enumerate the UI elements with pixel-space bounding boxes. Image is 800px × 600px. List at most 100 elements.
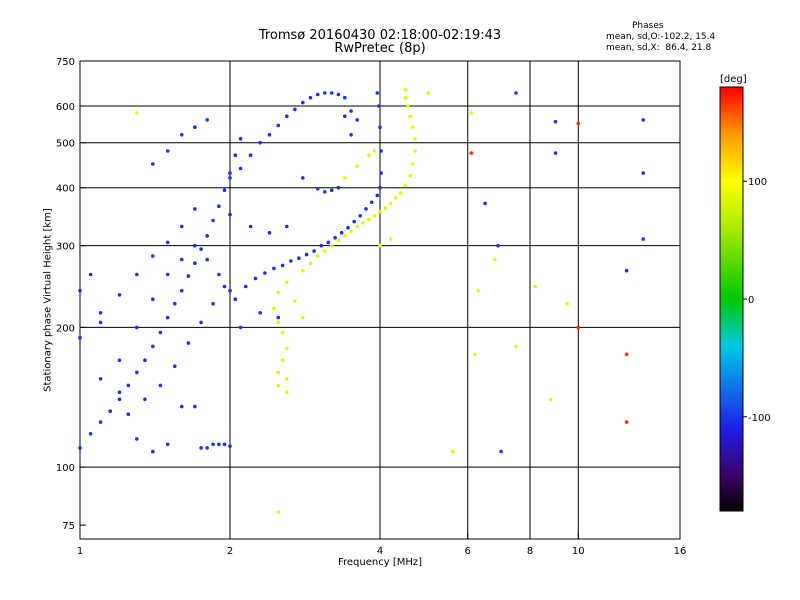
data-point-o (238, 136, 243, 141)
data-point-o (263, 271, 267, 275)
data-point-o (158, 383, 163, 388)
data-point-o (641, 171, 645, 175)
data-point-o (108, 409, 112, 414)
data-point-x (426, 91, 431, 95)
data-point-o (126, 412, 131, 417)
data-point-o (135, 437, 139, 441)
data-point-o (315, 92, 320, 97)
data-point-o (98, 320, 103, 325)
data-point-o (205, 257, 209, 262)
data-point-x (355, 164, 360, 168)
data-point-o (222, 442, 227, 447)
data-point-o (308, 95, 313, 100)
data-point-x (343, 176, 347, 180)
x-axis-label: Frequency [MHz] (337, 557, 423, 568)
data-point-x (276, 510, 281, 514)
phases-stats-o: mean, sd,O:-102.2, 15.4 (606, 32, 716, 42)
data-point-o (499, 449, 503, 454)
data-point-o (117, 390, 122, 395)
data-point-o (346, 225, 350, 230)
data-point-o (193, 125, 197, 129)
data-point-o (179, 257, 184, 262)
data-point-x (410, 162, 415, 166)
y-tick-label: 750 (56, 57, 75, 68)
data-point-o (289, 259, 293, 263)
data-point-o (98, 377, 103, 381)
data-point-o (369, 200, 374, 205)
data-point-o (228, 212, 232, 217)
data-point-o (243, 284, 248, 289)
data-point-o (135, 272, 139, 277)
data-point-x (413, 149, 417, 153)
x-tick-label: 10 (572, 546, 585, 557)
data-point-o (179, 288, 184, 293)
data-point-o (165, 149, 170, 153)
colorbar (719, 86, 744, 512)
chart-title: Tromsø 20160430 02:18:00-02:19:43 (258, 28, 502, 43)
phases-title: Phases (632, 21, 664, 31)
data-point-o (258, 311, 263, 315)
data-point-o (336, 92, 341, 97)
data-point-o (375, 193, 380, 198)
data-point-o (78, 335, 82, 340)
colorbar-tick-label: 0 (748, 295, 754, 306)
data-point-x (280, 330, 285, 335)
data-point-o (228, 288, 232, 293)
data-point-o (364, 207, 368, 211)
x-tick-label: 6 (465, 546, 471, 557)
data-point-o (135, 370, 139, 375)
data-point-x (493, 257, 497, 262)
data-point-o (193, 261, 197, 266)
data-point-o (126, 383, 131, 388)
data-point-o (217, 272, 221, 277)
data-point-o (349, 133, 353, 137)
data-point-x (383, 206, 388, 210)
data-point-o (88, 272, 93, 277)
data-point-x (343, 234, 347, 238)
data-point-o (158, 330, 163, 335)
data-point-o (151, 162, 155, 166)
data-point-o (233, 153, 238, 157)
data-point-x (403, 95, 408, 100)
data-point-o (199, 320, 203, 325)
data-point-o (179, 224, 184, 229)
data-point-o (379, 171, 383, 175)
data-point-x (355, 224, 360, 229)
data-point-o (151, 344, 155, 349)
data-point-o (352, 219, 357, 224)
x-tick-label: 8 (527, 546, 533, 557)
data-point-o (165, 272, 170, 277)
data-point-other (576, 121, 581, 126)
data-point-o (272, 266, 276, 271)
data-point-x (408, 114, 413, 119)
data-point-x (272, 306, 276, 311)
data-point-o (319, 243, 324, 248)
data-point-o (312, 249, 316, 253)
y-tick-label: 500 (56, 139, 75, 150)
data-point-o (379, 149, 383, 153)
data-point-o (228, 444, 232, 448)
data-point-x (413, 136, 417, 141)
data-point-o (78, 288, 82, 293)
data-point-o (276, 123, 281, 128)
data-point-o (349, 109, 353, 113)
data-point-o (301, 176, 305, 180)
data-point-o (98, 420, 103, 424)
data-point-o (323, 91, 327, 95)
data-point-x (315, 254, 320, 258)
data-point-o (117, 358, 122, 363)
data-point-o (173, 301, 177, 306)
data-point-o (343, 95, 347, 100)
data-point-o (514, 91, 518, 95)
data-point-o (253, 276, 258, 281)
data-point-o (343, 114, 347, 119)
data-point-o (199, 446, 203, 450)
data-point-o (165, 442, 170, 447)
data-point-o (222, 284, 227, 289)
data-point-x (476, 288, 481, 293)
data-point-o (304, 252, 309, 257)
data-point-x (367, 153, 371, 157)
data-point-o (641, 237, 645, 241)
